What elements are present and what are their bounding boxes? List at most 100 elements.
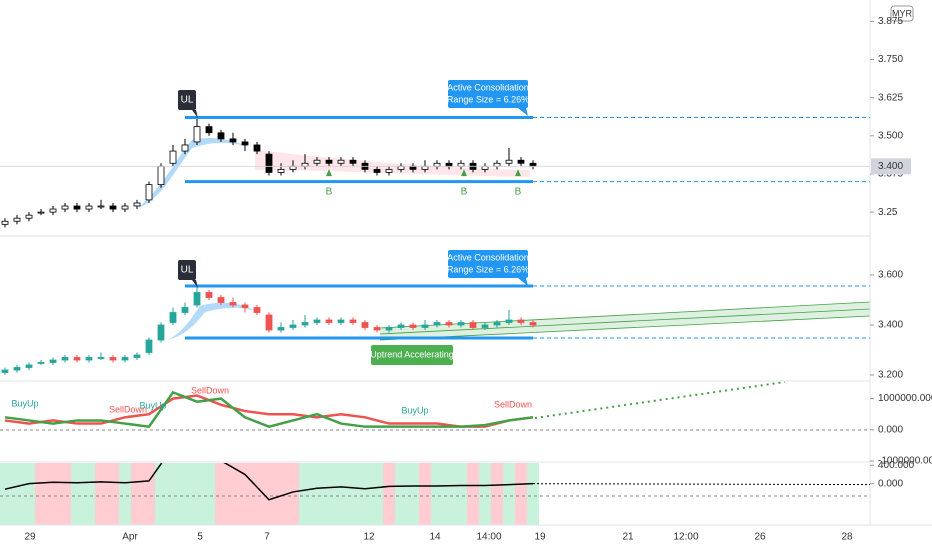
candle-body xyxy=(373,327,381,331)
regime-band xyxy=(191,463,203,525)
candle-body xyxy=(157,165,165,186)
regime-band xyxy=(323,463,335,525)
candle-body xyxy=(217,132,225,140)
y-tick-label: 400.000 xyxy=(878,460,915,471)
candle-body xyxy=(289,165,297,170)
candle-body xyxy=(169,150,177,164)
oscillator-annotation: BuyUp xyxy=(401,405,428,415)
candle-body xyxy=(73,357,81,361)
x-tick-label: 5 xyxy=(197,532,203,543)
regime-band xyxy=(359,463,371,525)
candle-body xyxy=(229,302,237,306)
regime-band xyxy=(167,463,179,525)
candle-body xyxy=(253,307,261,313)
signal: B xyxy=(326,187,333,198)
annotation-pointer xyxy=(518,278,528,286)
candle-body xyxy=(301,322,309,326)
regime-band xyxy=(107,463,119,525)
signal: B xyxy=(461,187,468,198)
y-tick-label: 0.000 xyxy=(878,424,903,435)
candle-body xyxy=(13,217,21,222)
candle-body xyxy=(409,324,417,328)
regime-band xyxy=(299,463,311,525)
candle-body xyxy=(193,292,201,306)
candle-body xyxy=(121,357,129,361)
separators xyxy=(0,0,932,526)
x-tick-label: Apr xyxy=(122,532,138,543)
regime-band xyxy=(395,463,407,525)
regime-band xyxy=(443,463,455,525)
signal-arrow xyxy=(326,169,332,177)
candle-body xyxy=(325,319,333,323)
oscillator-line xyxy=(4,390,534,429)
y-tick-label: -1000000.000 xyxy=(878,456,932,467)
momentum-line xyxy=(4,463,534,501)
candle-body xyxy=(277,327,285,331)
annotation-box xyxy=(448,250,528,278)
candle-body xyxy=(217,297,225,303)
currency-box xyxy=(890,5,914,22)
tag-pointer xyxy=(192,110,198,118)
candle-body xyxy=(133,354,141,358)
candle-body xyxy=(529,162,537,167)
candle-body xyxy=(289,324,297,328)
y-tick-label: 3.500 xyxy=(878,130,903,141)
candle-body xyxy=(181,307,189,313)
regime-band xyxy=(83,463,95,525)
candle-body xyxy=(49,208,57,213)
oscillator-annotation: BuyUp xyxy=(11,398,38,408)
regime-band xyxy=(143,463,155,525)
regime-band xyxy=(527,463,539,525)
y-tick-label: 0.000 xyxy=(878,478,903,489)
regime-band xyxy=(227,463,239,525)
candle-body xyxy=(25,214,33,219)
candle-body xyxy=(169,312,177,323)
regime-band xyxy=(71,463,83,525)
trend-label: Uptrend Accelerating xyxy=(370,349,454,359)
candle-body xyxy=(337,159,345,164)
regime-band xyxy=(155,463,167,525)
y-tick-label: 1000000.000 xyxy=(878,393,932,404)
regime-band xyxy=(0,463,11,525)
regime-band xyxy=(119,463,131,525)
regime-band xyxy=(251,463,263,525)
x-tick-label: 28 xyxy=(841,532,853,543)
candle-body xyxy=(37,211,45,214)
candle-body xyxy=(37,362,45,364)
tag: UL xyxy=(181,95,194,106)
candle-body xyxy=(85,205,93,210)
candle-body xyxy=(241,141,249,146)
oscillator-annotation: SellDown xyxy=(109,404,147,414)
y-tick-label: 3.875 xyxy=(878,16,903,27)
trend-box xyxy=(371,345,453,365)
candle-body xyxy=(145,339,153,353)
regime-band xyxy=(59,463,71,525)
regime-band xyxy=(23,463,35,525)
candle-body xyxy=(469,322,477,328)
regime-band xyxy=(131,463,143,525)
last-price-box xyxy=(871,158,911,175)
candle-body xyxy=(313,159,321,164)
x-tick-label: 14:00 xyxy=(476,532,501,543)
candle-body xyxy=(505,159,513,164)
regime-band xyxy=(335,463,347,525)
x-tick-label: 12 xyxy=(363,532,375,543)
candle-body xyxy=(349,319,357,323)
candle-body xyxy=(457,162,465,167)
annotation: Active Consolidation xyxy=(447,82,529,92)
candle-body xyxy=(337,319,345,323)
candle-body xyxy=(61,205,69,210)
candle-body xyxy=(313,319,321,323)
momentum-projection xyxy=(532,483,871,486)
regime-band xyxy=(455,463,467,525)
y-tick-label: 3.600 xyxy=(878,270,903,281)
oscillator-annotation: SellDown xyxy=(191,385,229,395)
candle-body xyxy=(481,165,489,170)
cloud xyxy=(255,150,530,177)
candle-body xyxy=(385,327,393,331)
regime-band xyxy=(467,463,479,525)
last-price: 3.400 xyxy=(878,161,903,172)
regime-band xyxy=(35,463,47,525)
candle-body xyxy=(109,357,117,361)
